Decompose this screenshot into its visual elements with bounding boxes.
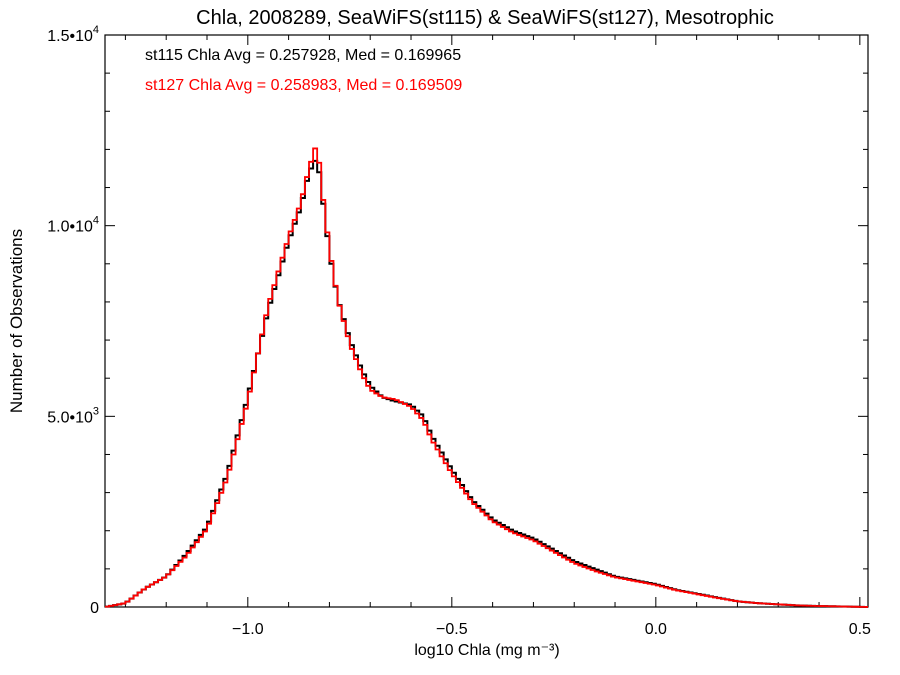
y-tick-label: 1.0•104 [47,215,99,236]
chart-title: Chla, 2008289, SeaWiFS(st115) & SeaWiFS(… [196,7,774,29]
annotation-st115: st115 Chla Avg = 0.257928, Med = 0.16996… [145,47,461,64]
series-st127-line [105,147,868,608]
x-tick-label: −0.5 [436,621,468,638]
x-tick-label: 0.0 [645,621,667,638]
y-tick-label: 1.5•104 [47,24,99,45]
axis-tick-labels: −1.0 −0.5 0.0 0.5 0 5.0•103 1.0•104 1.5•104 [47,24,871,638]
x-axis-label: log10 Chla (mg m⁻³) [414,642,559,659]
x-tick-label: 0.5 [849,621,871,638]
y-tick-label: 5.0•103 [47,405,99,426]
axis-ticks [105,34,868,608]
annotation-st127: st127 Chla Avg = 0.258983, Med = 0.16950… [145,77,462,94]
x-tick-label: −1.0 [232,621,264,638]
y-tick-label: 0 [90,600,99,617]
series-st115-line [105,159,868,608]
plot-frame [104,34,869,608]
y-axis-label: Number of Observations [7,229,26,413]
series-layer [105,147,868,608]
